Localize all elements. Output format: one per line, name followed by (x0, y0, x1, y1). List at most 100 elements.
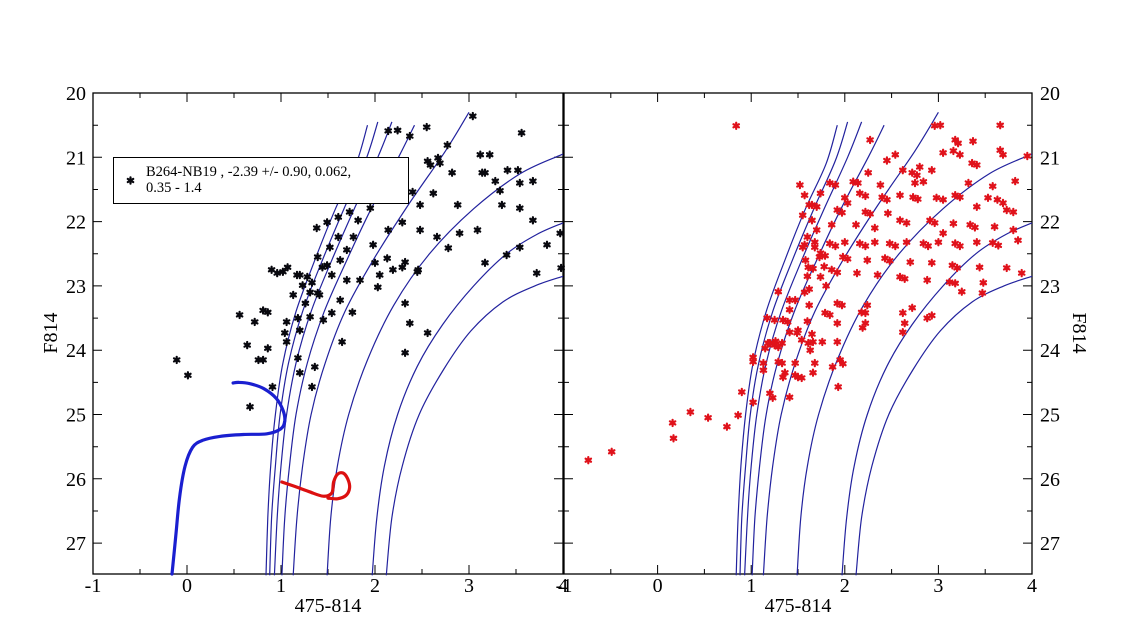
data-point (294, 313, 302, 323)
legend-text: B264-NB19 , -2.39 +/- 0.90, 0.062, 0.35 … (146, 163, 352, 197)
data-point (791, 371, 800, 380)
data-point (468, 111, 477, 121)
data-point (815, 252, 824, 262)
isochrone-curve (735, 125, 838, 576)
data-point (798, 243, 807, 252)
data-point (429, 189, 438, 198)
data-point (323, 261, 331, 270)
data-point (422, 122, 431, 132)
data-point (797, 335, 806, 345)
data-point (939, 148, 947, 158)
data-point (798, 210, 807, 220)
data-point (770, 315, 779, 325)
data-point (1002, 263, 1011, 273)
axis-ticks (563, 92, 1033, 574)
data-point (990, 222, 999, 232)
data-point (939, 195, 947, 204)
right-y-axis-label: F814 (1068, 312, 1090, 353)
y-tick-label: 20 (66, 83, 86, 105)
data-point (235, 310, 244, 320)
data-point (927, 258, 936, 267)
data-point (433, 232, 441, 242)
data-point (806, 346, 815, 355)
x-tick-label: -1 (85, 575, 102, 597)
data-point (956, 192, 964, 202)
data-point (834, 382, 843, 392)
y-tick-label: 27 (1040, 533, 1060, 555)
data-point (308, 382, 316, 392)
data-point (898, 328, 907, 337)
data-point (517, 128, 526, 138)
data-point (809, 264, 817, 273)
data-point (436, 158, 444, 168)
data-point (295, 368, 304, 377)
data-point (515, 203, 524, 213)
data-point (250, 317, 259, 327)
data-point (984, 193, 992, 203)
data-point (858, 323, 867, 332)
data-point (502, 250, 511, 260)
data-point (310, 362, 319, 372)
data-point (384, 225, 393, 235)
y-tick-label: 26 (1040, 469, 1060, 491)
data-point (263, 308, 272, 317)
data-point (584, 456, 593, 465)
data-point (827, 265, 836, 274)
isochrone-curve (326, 153, 564, 576)
data-point (810, 243, 819, 252)
data-point (791, 295, 800, 305)
data-point (336, 256, 345, 265)
y-tick-label: 23 (1040, 276, 1060, 298)
data-point (1009, 207, 1018, 217)
data-point (184, 371, 192, 380)
data-point (295, 326, 304, 335)
data-point (338, 337, 346, 347)
data-point (870, 237, 879, 247)
data-point (833, 319, 842, 328)
data-point (778, 358, 786, 368)
data-point (791, 358, 800, 368)
data-point (532, 268, 541, 278)
data-point (866, 209, 874, 219)
thick-blue-track-left-panel (170, 380, 287, 576)
thick-red-track-left-panel (280, 471, 352, 501)
data-point (737, 387, 746, 397)
data-point (529, 216, 537, 225)
data-point (1011, 176, 1020, 186)
data-point (371, 258, 379, 267)
data-point (934, 237, 943, 247)
data-point (999, 150, 1007, 159)
data-point (306, 312, 314, 321)
x-tick-label: 1 (746, 575, 756, 597)
data-point (342, 275, 351, 285)
y-tick-label: 24 (66, 340, 86, 362)
data-point (923, 275, 932, 285)
data-point (927, 311, 936, 320)
data-point (913, 194, 922, 204)
data-point (919, 177, 928, 186)
data-point (1017, 268, 1026, 278)
data-point (855, 239, 864, 248)
data-point (749, 398, 757, 407)
data-point (863, 256, 872, 265)
data-point (473, 225, 482, 235)
data-point (303, 272, 312, 282)
legend-line-1: B264-NB19 , -2.39 +/- 0.90, 0.062, (146, 163, 352, 180)
data-point (828, 362, 837, 372)
y-tick-label: 21 (1040, 147, 1060, 169)
data-point (1002, 205, 1011, 215)
data-point (259, 355, 267, 365)
data-point (953, 263, 961, 273)
data-point (319, 315, 328, 325)
data-point (732, 121, 741, 131)
y-tick-label: 24 (1040, 340, 1060, 362)
data-point (833, 268, 842, 277)
data-point (416, 200, 424, 210)
data-point (529, 176, 537, 186)
data-point (401, 348, 409, 357)
data-point (996, 120, 1005, 130)
data-point (369, 240, 377, 250)
data-point (827, 220, 836, 230)
right-x-axis-label: 475-814 (765, 595, 832, 617)
